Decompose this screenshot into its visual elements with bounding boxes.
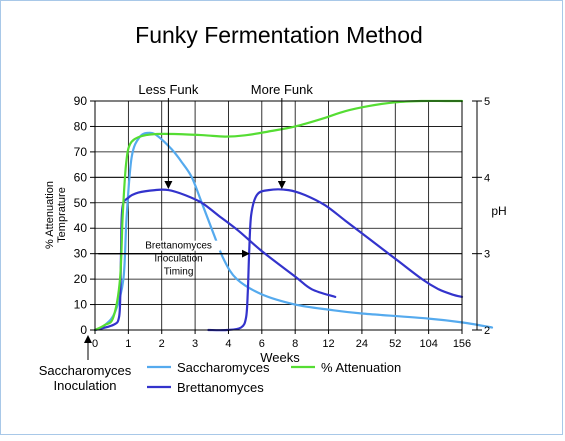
y-tick-label: 90 — [74, 94, 88, 108]
less-funk-label: Less Funk — [138, 82, 198, 97]
chart-title: Funky Fermentation Method — [135, 22, 423, 48]
y-axis-label-line1: % Attenuation — [44, 181, 56, 249]
x-tick-label: 6 — [259, 338, 265, 350]
x-tick-label: 8 — [292, 338, 298, 350]
y-tick-label: 60 — [74, 170, 88, 184]
y-right-axis-label: pH — [491, 204, 506, 218]
y-tick-label: 80 — [74, 119, 88, 133]
y-tick-label: 30 — [74, 247, 88, 261]
x-tick-label: 1 — [125, 338, 131, 350]
legend: Saccharomyces % Attenuation Brettanomyces — [147, 360, 401, 395]
x-tick-label: 2 — [159, 338, 165, 350]
y-tick-label: 70 — [74, 145, 88, 159]
grid — [95, 100, 462, 330]
sacch-inoculation-label: Inoculation — [54, 378, 117, 393]
y-right-tick-label: 4 — [484, 172, 490, 184]
legend-label-saccharomyces: Saccharomyces — [177, 360, 270, 375]
y-right-tick-label: 3 — [484, 249, 490, 261]
series-line-saccharomyces — [93, 131, 494, 332]
y-right-tick-label: 5 — [484, 96, 490, 108]
inoculation-timing-label: Inoculation — [154, 254, 202, 265]
series-line-brettanomyces — [93, 188, 337, 332]
y-tick-label: 40 — [74, 221, 88, 235]
x-tick-label: 0 — [92, 338, 98, 350]
y-axis-label-line2: Temprature — [56, 187, 68, 243]
legend-label-attenuation: % Attenuation — [321, 360, 401, 375]
inoculation-timing-label: Timing — [164, 267, 194, 278]
x-tick-label: 12 — [322, 338, 334, 350]
plot-frame — [94, 100, 463, 331]
inoculation-timing-label-bg — [136, 240, 221, 251]
x-tick-label: 52 — [389, 338, 401, 350]
y-right-tick-label: 2 — [484, 325, 490, 337]
x-tick-label: 3 — [192, 338, 198, 350]
y-tick-label: 10 — [74, 298, 88, 312]
annotations: Less Funk More Funk Brettanomyces Inoculati… — [39, 82, 314, 393]
x-tick-label: 24 — [356, 338, 368, 350]
more-funk-label: More Funk — [251, 82, 314, 97]
x-tick-label: 4 — [225, 338, 231, 350]
inoculation-timing-label: Brettanomyces — [145, 241, 212, 252]
x-tick-label: 156 — [453, 338, 471, 350]
y-tick-label: 0 — [80, 323, 87, 337]
series-layer — [93, 99, 494, 332]
sacch-inoculation-label: Saccharomyces — [39, 363, 132, 378]
y-tick-label: 50 — [74, 196, 88, 210]
legend-label-brettanomyces: Brettanomyces — [177, 380, 264, 395]
x-tick-label: 104 — [419, 338, 437, 350]
series-line-brettanomyces — [207, 188, 464, 332]
y-tick-label: 20 — [74, 272, 88, 286]
x-axis-label: Weeks — [260, 350, 300, 365]
series-line-attenuation — [93, 99, 464, 332]
